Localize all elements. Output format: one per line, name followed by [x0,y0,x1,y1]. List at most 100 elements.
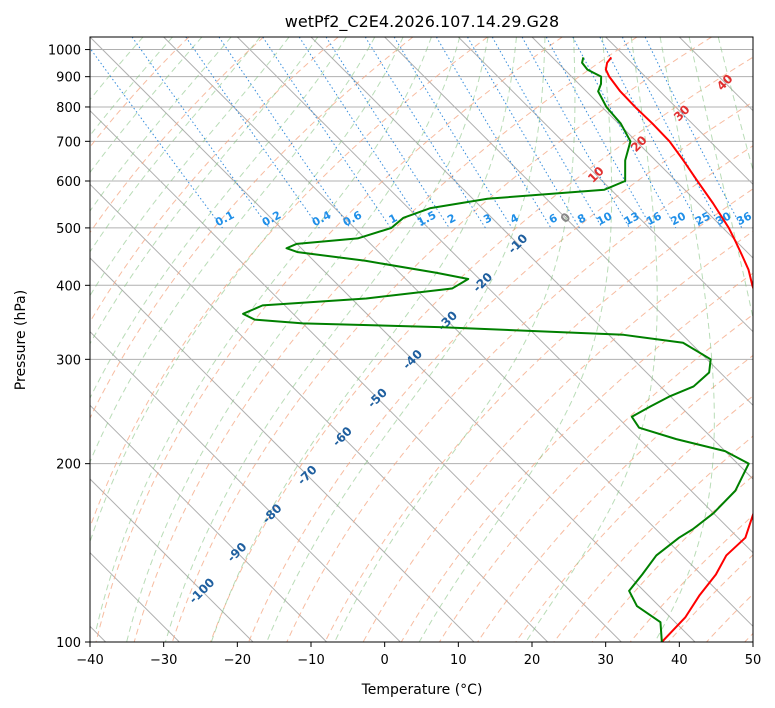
moist-adiabat-line [95,37,432,630]
chart-title: wetPf2_C2E4.2026.107.14.29.G28 [285,12,559,32]
y-tick-label: 500 [56,222,81,237]
line-labels: 0.1 0.2 0.4 0.6 1 1.5 2 3 4 6 8 10 13 16 20 25 30 36-100-… [186,72,754,607]
moist-adiabat-line [90,37,232,212]
moist-adiabat-line [654,37,715,642]
isotherm-line [90,478,254,642]
moist-adiabat-line [90,37,290,297]
moist-adiabat-line [90,37,319,345]
x-tick-label: 0 [381,653,389,668]
mixing-ratio-line [131,37,270,229]
y-tick-label: 1000 [48,44,81,59]
dry-adiabat-line [286,145,753,642]
x-tick-label: 50 [745,653,762,668]
mixing-ratio-label: 4 [508,211,521,226]
dry-adiabat-line [95,37,563,642]
moist-adiabat-line [525,37,658,642]
dry-adiabat-line [90,37,339,323]
y-tick-label: 700 [56,135,81,150]
isotherm-line [236,37,753,554]
y-axis-label: Pressure (hPa) [13,290,29,390]
mixing-ratio-label: 10 [595,209,615,228]
isotherm-line [90,404,328,642]
moist-adiabat-line [90,37,376,464]
mixing-ratio-label: 16 [644,209,664,228]
x-tick-label: −30 [150,653,177,668]
mixing-ratio-label: 20 [668,209,688,228]
mixing-ratio-line [298,37,425,229]
x-tick-label: −20 [224,653,251,668]
mixing-ratio-label: 36 [734,209,754,228]
isotherm-line [457,37,753,333]
dry-adiabat-line [171,37,712,642]
isotherm-line [310,37,753,480]
dry-adiabat-line [90,37,488,529]
x-axis-label: Temperature (°C) [361,682,483,698]
y-tick-label: 200 [56,458,81,473]
isotherm-line [90,37,696,642]
mixing-ratio-line [90,47,223,229]
dry-adiabat-line [210,56,753,642]
y-tick-label: 100 [56,636,81,651]
x-tick-label: −40 [76,653,103,668]
mixing-ratio-label: 0.1 [213,208,236,229]
moist-adiabat-line [266,37,546,642]
mixing-ratio-label: 0.2 [260,208,283,229]
mixing-ratio-label: 0.4 [310,208,334,229]
dry-adiabat-line [515,395,753,642]
moist-adiabat-line [418,37,613,642]
y-tick-label: 600 [56,175,81,190]
x-tick-label: 20 [524,653,541,668]
moist-adiabat-line [210,37,517,642]
mixing-ratio-label: 25 [693,209,713,228]
y-tick-label: 300 [56,353,81,368]
mixing-ratio-line [393,37,513,229]
temperature-profile-line [604,56,753,642]
moist-adiabat-line [688,37,753,321]
isotherm-line [384,37,753,407]
x-tick-label: −10 [297,653,324,668]
y-tick-label: 800 [56,101,81,116]
moist-adiabat-line [717,37,753,173]
mixing-ratio-line [599,37,701,229]
mixing-ratio-line [218,37,351,229]
mixing-ratio-label: 0.6 [341,208,365,229]
isotherm-line [531,37,753,259]
dry-adiabat-line [668,554,753,642]
isotherm-line [90,183,549,642]
mixing-ratio-label: 6 [547,211,560,226]
dry-adiabat-line [90,37,414,420]
moist-adiabat-line [90,37,347,400]
axes: −40 −30 −20 −10 0 10 20 30 40 5010020030040050060… [48,44,761,668]
moist-adiabat-line [90,37,173,137]
mixing-ratio-label: 2 [445,211,458,226]
isotherm-line [163,37,753,628]
dry-adiabat-line [248,101,753,642]
isotherm-line [90,109,622,642]
moist-adiabat-line [126,37,461,642]
dry-adiabat-line [133,37,638,642]
dry-adiabat-line [324,188,753,642]
mixing-ratio-line [644,37,743,229]
moist-adiabat-line [164,37,489,642]
y-tick-label: 400 [56,279,81,294]
mixing-ratio-line [545,37,653,229]
mixing-ratio-label: 13 [622,209,642,228]
plot-frame [89,36,754,643]
x-tick-label: 30 [597,653,614,668]
mixing-ratio-line [325,37,450,229]
profile-series [242,56,753,642]
dry-adiabat-line [706,593,753,642]
dry-adiabat-line [744,632,753,642]
isotherm-line [678,37,753,112]
moist-adiabat-line [90,37,203,174]
moist-adiabat-line [90,37,404,544]
isotherm-line [90,330,401,642]
dewpoint-profile-line [242,57,750,642]
mixing-ratio-line [521,37,630,229]
isotherm-line [90,257,475,642]
y-tick-label: 900 [56,71,81,86]
moist-adiabat-line [90,37,261,253]
background-lines [90,37,753,642]
mixing-ratio-line [262,37,392,229]
